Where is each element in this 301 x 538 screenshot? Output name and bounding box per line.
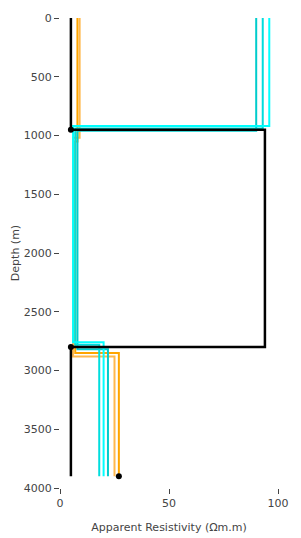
svg-text:4000: 4000 (24, 482, 52, 495)
svg-text:3500: 3500 (24, 423, 52, 436)
svg-text:500: 500 (31, 71, 52, 84)
svg-text:50: 50 (162, 497, 176, 510)
svg-text:1000: 1000 (24, 129, 52, 142)
svg-text:1500: 1500 (24, 188, 52, 201)
svg-text:Apparent Resistivity (Ωm.m): Apparent Resistivity (Ωm.m) (91, 521, 247, 534)
svg-text:Depth (m): Depth (m) (9, 225, 22, 281)
svg-text:2000: 2000 (24, 247, 52, 260)
svg-text:2500: 2500 (24, 306, 52, 319)
svg-text:100: 100 (268, 497, 289, 510)
svg-text:0: 0 (45, 12, 52, 25)
svg-text:0: 0 (57, 497, 64, 510)
svg-text:3000: 3000 (24, 364, 52, 377)
